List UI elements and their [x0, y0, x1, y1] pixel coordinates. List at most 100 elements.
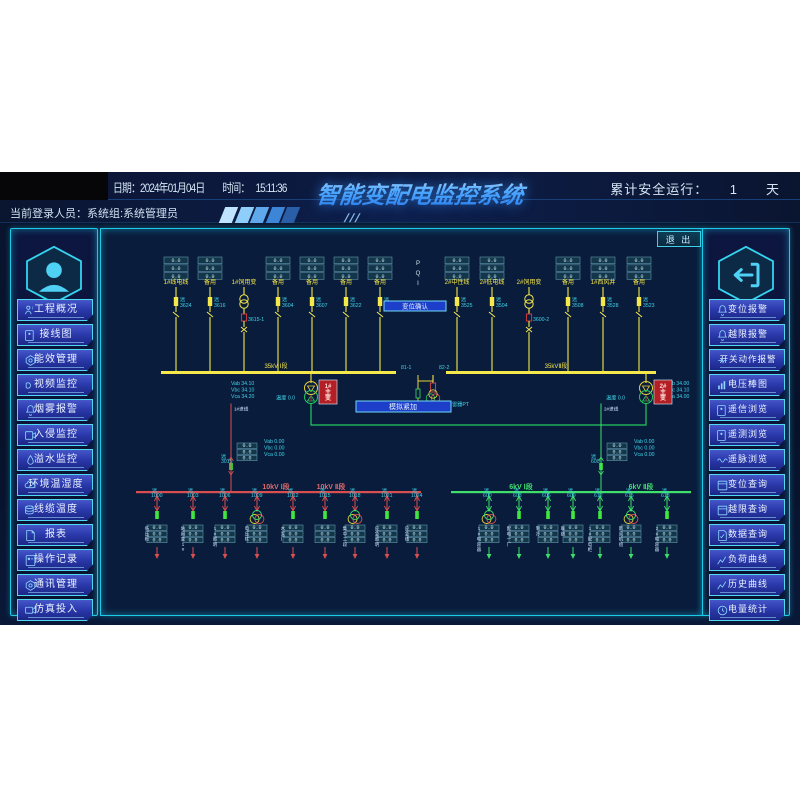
svg-text:0.0: 0.0 [273, 258, 282, 264]
svg-text:0.0: 0.0 [452, 258, 461, 264]
svg-text:0.0: 0.0 [563, 258, 572, 264]
svg-text:主: 主 [660, 388, 666, 396]
svg-text:0.0: 0.0 [514, 538, 523, 544]
svg-text:600: 600 [483, 493, 492, 499]
svg-text:3616: 3616 [214, 303, 226, 309]
svg-text:0.0: 0.0 [634, 274, 643, 280]
svg-text:远: 远 [461, 295, 466, 303]
svg-text:厂: 厂 [507, 542, 512, 548]
svg-text:电: 电 [477, 536, 482, 542]
svg-text:0.0: 0.0 [320, 525, 329, 531]
svg-text:0.0: 0.0 [634, 266, 643, 272]
svg-text:1#西风井: 1#西风井 [591, 278, 616, 286]
svg-text:备用: 备用 [204, 278, 216, 286]
svg-text:i: i [32, 305, 34, 311]
svg-text:电: 电 [655, 536, 660, 542]
svg-text:609: 609 [567, 493, 576, 499]
svg-text:1000: 1000 [151, 493, 163, 499]
svg-text:1#饲用变: 1#饲用变 [232, 278, 257, 286]
svg-text:电: 电 [507, 530, 512, 536]
svg-text:35kV Ⅰ段: 35kV Ⅰ段 [264, 362, 287, 370]
svg-text:0.0: 0.0 [514, 525, 523, 531]
svg-text:温度 0.0: 温度 0.0 [276, 394, 295, 402]
svg-text:远: 远 [496, 295, 501, 303]
svg-text:0.0: 0.0 [350, 538, 359, 544]
svg-text:I: I [417, 281, 419, 287]
svg-text:0.0: 0.0 [595, 531, 604, 537]
svg-text:0.0: 0.0 [598, 274, 607, 280]
svg-text:1#进线: 1#进线 [234, 406, 249, 413]
svg-text:0.0: 0.0 [242, 456, 251, 462]
svg-text:0.0: 0.0 [612, 443, 621, 449]
svg-text:0.0: 0.0 [598, 258, 607, 264]
svg-text:3624: 3624 [180, 303, 192, 309]
svg-text:备用: 备用 [374, 278, 386, 286]
svg-text:急: 急 [405, 530, 410, 536]
svg-text:明: 明 [375, 542, 380, 548]
svg-text:3508: 3508 [572, 303, 584, 309]
svg-text:器: 器 [477, 547, 482, 553]
svg-text:1012: 1012 [287, 493, 299, 499]
svg-text:3523: 3523 [643, 303, 655, 309]
svg-text:0.0: 0.0 [634, 258, 643, 264]
svg-text:远: 远 [282, 295, 287, 303]
svg-text:Vbc 0.00: Vbc 0.00 [264, 446, 285, 452]
svg-text:10kV Ⅰ段: 10kV Ⅰ段 [262, 482, 289, 491]
svg-text:#: # [182, 547, 185, 552]
svg-text:0.0: 0.0 [452, 274, 461, 280]
svg-text:0.0: 0.0 [514, 531, 523, 537]
svg-text:0.0: 0.0 [484, 538, 493, 544]
svg-text:0.0: 0.0 [341, 266, 350, 272]
svg-text:1009: 1009 [251, 493, 263, 499]
svg-text:606: 606 [542, 493, 551, 499]
svg-text:Vca 0.00: Vca 0.00 [634, 452, 655, 458]
svg-text:0.0: 0.0 [543, 525, 552, 531]
svg-text:0.0: 0.0 [288, 525, 297, 531]
svg-text:0.0: 0.0 [171, 274, 180, 280]
svg-text:模拟紧加: 模拟紧加 [389, 402, 417, 411]
svg-text:0.0: 0.0 [382, 531, 391, 537]
svg-text:Vab 0.00: Vab 0.00 [264, 439, 284, 445]
svg-text:2#中性线: 2#中性线 [445, 278, 470, 286]
svg-text:0.0: 0.0 [452, 266, 461, 272]
svg-text:柱: 柱 [245, 536, 250, 543]
svg-text:3604: 3604 [282, 303, 294, 309]
svg-text:0.0: 0.0 [350, 531, 359, 537]
svg-text:0.0: 0.0 [412, 525, 421, 531]
svg-text:0.0: 0.0 [341, 258, 350, 264]
svg-text:水: 水 [281, 525, 286, 531]
svg-text:Vca 34.20: Vca 34.20 [231, 394, 254, 400]
svg-text:0.0: 0.0 [273, 266, 282, 272]
svg-text:0.0: 0.0 [307, 266, 316, 272]
svg-text:0.0: 0.0 [320, 531, 329, 537]
svg-text:1#线电线: 1#线电线 [164, 278, 189, 286]
svg-text:0.0: 0.0 [612, 449, 621, 455]
svg-text:1015: 1015 [319, 493, 331, 499]
svg-text:0.0: 0.0 [205, 258, 214, 264]
svg-text:0.0: 0.0 [612, 456, 621, 462]
svg-text:远: 远 [350, 295, 355, 303]
svg-text:0.0: 0.0 [152, 531, 161, 537]
svg-text:0.0: 0.0 [595, 538, 604, 544]
svg-text:3615-1: 3615-1 [248, 317, 264, 323]
svg-text:Vbc 34.10: Vbc 34.10 [231, 388, 254, 394]
svg-text:远: 远 [572, 295, 577, 303]
svg-text:0.0: 0.0 [341, 274, 350, 280]
svg-text:1021: 1021 [381, 493, 393, 499]
svg-text:6kV Ⅰ段: 6kV Ⅰ段 [509, 482, 532, 491]
svg-text:0.0: 0.0 [626, 538, 635, 544]
svg-text:0.0: 0.0 [288, 531, 297, 537]
svg-text:0.0: 0.0 [568, 531, 577, 537]
svg-text:0.0: 0.0 [205, 266, 214, 272]
svg-text:0.0: 0.0 [598, 266, 607, 272]
svg-text:0.0: 0.0 [484, 531, 493, 537]
svg-text:二: 二 [343, 537, 348, 542]
svg-text:0.0: 0.0 [252, 525, 261, 531]
svg-text:0.0: 0.0 [563, 266, 572, 272]
svg-text:备用: 备用 [633, 278, 645, 286]
svg-text:Vab 0.00: Vab 0.00 [634, 439, 654, 445]
svg-text:Vbc 0.00: Vbc 0.00 [634, 446, 655, 452]
svg-text:0.0: 0.0 [273, 274, 282, 280]
svg-text:0.0: 0.0 [662, 525, 671, 531]
svg-text:电: 电 [588, 541, 593, 547]
